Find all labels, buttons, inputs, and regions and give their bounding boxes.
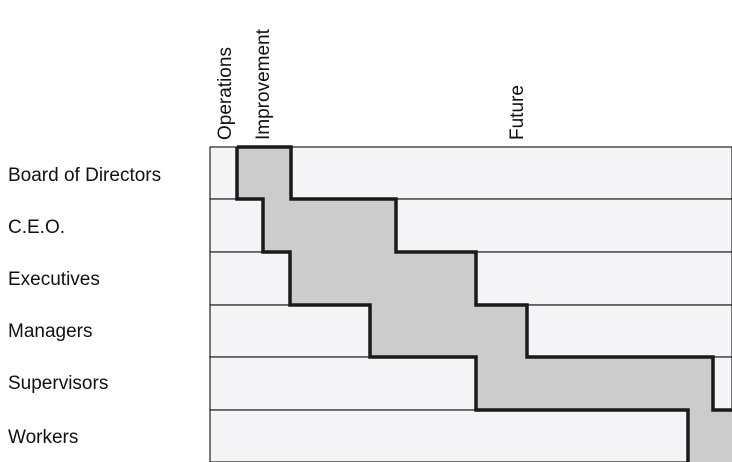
block-board — [237, 147, 291, 199]
staircase-right-edge — [237, 145, 732, 412]
column-label-improvement: Improvement — [253, 28, 274, 140]
row-label-managers: Managers — [8, 321, 93, 342]
row-band-workers — [209, 409, 732, 462]
row-label-board-of-directors: Board of Directors — [8, 165, 161, 186]
row-label-supervisors: Supervisors — [8, 373, 108, 394]
block-ceo — [263, 199, 396, 252]
column-label-future: Future — [507, 85, 528, 140]
row-band-board — [209, 146, 732, 200]
block-executives — [290, 252, 476, 305]
block-supervisors — [476, 357, 713, 410]
block-workers — [688, 410, 732, 462]
staircase-left-edge — [235, 147, 690, 462]
row-label-executives: Executives — [8, 269, 100, 290]
row-label-workers: Workers — [8, 427, 78, 448]
column-label-operations: Operations — [215, 47, 236, 140]
improvement-blocks — [237, 147, 732, 462]
block-managers — [370, 305, 527, 357]
row-label-ceo: C.E.O. — [8, 217, 65, 238]
